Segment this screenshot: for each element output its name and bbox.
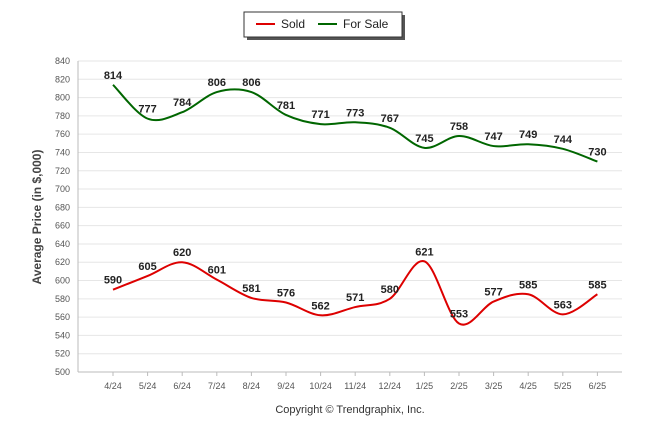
y-tick-label: 720 — [55, 166, 70, 176]
x-tick-label: 9/24 — [277, 381, 295, 391]
y-axis-ticks: 500 520 540 560 580 600 620 640 660 680 700 720 740 7… — [55, 56, 70, 377]
x-tick-label: 5/25 — [554, 381, 572, 391]
for-sale-data-label: 781 — [277, 100, 295, 112]
x-tick-label: 11/24 — [344, 381, 366, 391]
sold-data-label: 577 — [484, 287, 502, 299]
y-tick-label: 840 — [55, 56, 70, 66]
for-sale-data-label: 767 — [381, 113, 399, 125]
y-tick-label: 600 — [55, 276, 70, 286]
sold-data-label: 562 — [311, 300, 329, 312]
y-tick-label: 640 — [55, 239, 70, 249]
y-tick-label: 740 — [55, 147, 70, 157]
x-tick-label: 7/24 — [208, 381, 226, 391]
sold-line — [112, 260, 598, 326]
for-sale-data-label: 749 — [519, 129, 537, 141]
data-labels: 590 605 620 601 581 576 562 571 580 621 553 577 585 5… — [104, 70, 607, 321]
for-sale-data-label: 773 — [346, 107, 364, 119]
y-tick-label: 760 — [55, 129, 70, 139]
for-sale-data-label: 777 — [138, 104, 156, 116]
y-tick-label: 800 — [55, 93, 70, 103]
for-sale-data-label: 747 — [484, 131, 502, 143]
x-axis-ticks: 4/24 5/24 6/24 7/24 8/24 9/24 10/24 11/24 12/24 1… — [104, 372, 606, 391]
sold-data-label: 605 — [138, 261, 156, 273]
copyright-text: Copyright © Trendgraphix, Inc. — [275, 404, 424, 416]
x-tick-label: 10/24 — [309, 381, 332, 391]
sold-data-label: 585 — [588, 279, 606, 291]
y-tick-label: 660 — [55, 221, 70, 231]
for-sale-data-label: 771 — [311, 109, 329, 121]
y-tick-label: 580 — [55, 294, 70, 304]
sold-legend-label: Sold — [281, 17, 305, 31]
for-sale-legend-label: For Sale — [343, 17, 389, 31]
x-tick-label: 2/25 — [450, 381, 468, 391]
x-tick-label: 6/24 — [173, 381, 191, 391]
grid — [77, 60, 622, 373]
for-sale-data-label: 758 — [450, 121, 468, 133]
y-tick-label: 540 — [55, 330, 70, 340]
x-tick-label: 3/25 — [485, 381, 503, 391]
sold-data-label: 576 — [277, 287, 295, 299]
x-tick-label: 8/24 — [243, 381, 261, 391]
sold-data-label: 581 — [242, 283, 260, 295]
y-tick-label: 500 — [55, 367, 70, 377]
for-sale-data-label: 730 — [588, 147, 606, 159]
for-sale-data-label: 814 — [104, 70, 123, 82]
y-tick-label: 820 — [55, 74, 70, 84]
sold-data-label: 590 — [104, 275, 122, 287]
x-tick-label: 4/24 — [104, 381, 122, 391]
sold-data-label: 563 — [554, 299, 572, 311]
sold-data-label: 580 — [381, 284, 399, 296]
x-tick-label: 6/25 — [589, 381, 607, 391]
x-tick-label: 1/25 — [416, 381, 434, 391]
legend: Sold For Sale — [243, 11, 405, 40]
x-tick-label: 12/24 — [379, 381, 402, 391]
y-tick-label: 560 — [55, 312, 70, 322]
for-sale-data-label: 745 — [415, 133, 433, 145]
x-tick-label: 5/24 — [139, 381, 157, 391]
x-tick-label: 4/25 — [519, 381, 537, 391]
y-axis-label: Average Price (in $,000) — [30, 150, 44, 285]
for-sale-data-label: 744 — [554, 134, 573, 146]
sold-data-label: 601 — [208, 265, 226, 277]
y-tick-label: 620 — [55, 257, 70, 267]
sold-data-label: 553 — [450, 309, 468, 321]
sold-data-label: 621 — [415, 246, 433, 258]
sold-data-label: 585 — [519, 279, 537, 291]
series-lines — [112, 84, 598, 326]
y-tick-label: 680 — [55, 202, 70, 212]
for-sale-data-label: 806 — [242, 77, 260, 89]
for-sale-line — [112, 84, 598, 163]
for-sale-data-label: 784 — [173, 97, 192, 109]
sold-data-label: 620 — [173, 247, 191, 259]
y-tick-label: 700 — [55, 184, 70, 194]
for-sale-data-label: 806 — [208, 77, 226, 89]
sold-data-label: 571 — [346, 292, 364, 304]
y-tick-label: 780 — [55, 111, 70, 121]
y-tick-label: 520 — [55, 349, 70, 359]
